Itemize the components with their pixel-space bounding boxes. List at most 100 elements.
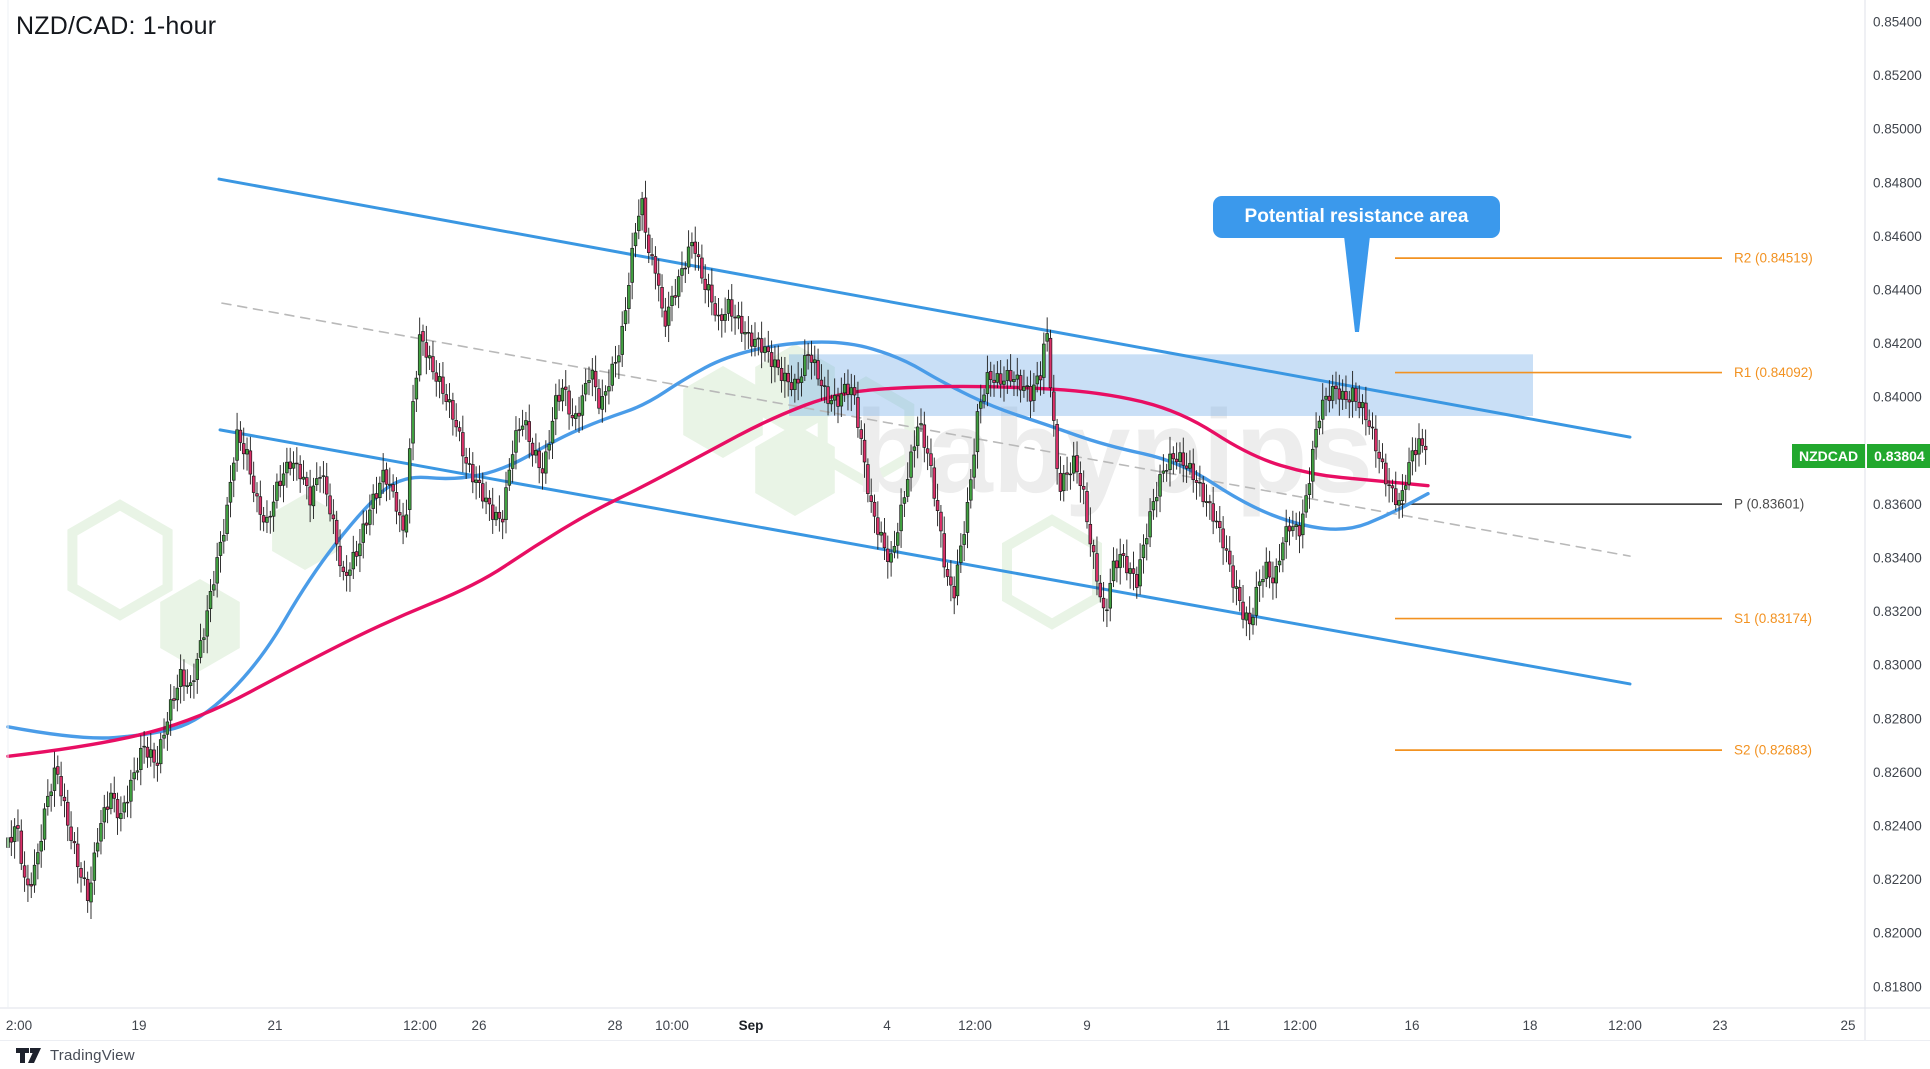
price-axis-label[interactable]: 0.83400 xyxy=(1873,551,1922,566)
candle-bear xyxy=(1224,548,1229,551)
time-axis-label[interactable]: 25 xyxy=(1840,1018,1855,1033)
price-axis-label[interactable]: 0.82800 xyxy=(1873,711,1922,726)
candle-bull xyxy=(1148,511,1152,538)
candle-bear xyxy=(308,486,312,506)
candle-bear xyxy=(85,878,90,901)
candle-bear xyxy=(693,241,697,254)
candle-bear xyxy=(454,420,458,428)
time-axis-label[interactable]: 18 xyxy=(1522,1018,1537,1033)
candle-bull xyxy=(46,795,50,807)
channel-lower-line[interactable] xyxy=(218,428,1632,686)
candle-bull xyxy=(361,523,365,543)
price-axis-label[interactable]: 0.83000 xyxy=(1873,658,1922,673)
candle-bull xyxy=(726,298,731,314)
candle-bull xyxy=(1161,470,1166,474)
candle-bear xyxy=(424,342,429,358)
candle-bear xyxy=(22,865,27,878)
price-axis-label[interactable]: 0.84400 xyxy=(1873,283,1922,298)
candle-bear xyxy=(1211,503,1215,522)
time-axis-label[interactable]: 23 xyxy=(1712,1018,1727,1033)
candle-bear xyxy=(1028,386,1033,402)
time-axis-label[interactable]: 11 xyxy=(1216,1018,1230,1033)
candle-bull xyxy=(1307,483,1312,495)
price-axis-label[interactable]: 0.82200 xyxy=(1873,872,1922,887)
time-axis-label[interactable]: 12:00 xyxy=(403,1018,437,1033)
candle-bear xyxy=(1008,370,1013,382)
tradingview-logo-text[interactable]: TradingView xyxy=(50,1046,135,1064)
candle-bull xyxy=(205,610,209,637)
time-axis-label[interactable]: 12:00 xyxy=(1608,1018,1642,1033)
price-axis-label[interactable]: 0.84200 xyxy=(1873,336,1922,351)
candle-bear xyxy=(1078,473,1083,487)
price-axis-label[interactable]: 0.85400 xyxy=(1873,15,1922,30)
ma-pink-line[interactable] xyxy=(6,384,1430,759)
candle-bull xyxy=(686,246,691,268)
candle-bear xyxy=(324,476,329,495)
candle-bull xyxy=(119,813,123,819)
price-axis-label[interactable]: 0.81800 xyxy=(1873,979,1922,994)
candle-bear xyxy=(769,352,774,367)
price-axis-label[interactable]: 0.82000 xyxy=(1873,926,1922,941)
candle-bear xyxy=(537,450,541,469)
candle-bull xyxy=(414,377,419,400)
time-axis-label[interactable]: 19 xyxy=(131,1018,146,1033)
candle-bull xyxy=(803,355,807,376)
candle-bear xyxy=(1377,451,1381,459)
candle-bull xyxy=(168,699,173,721)
tradingview-logo-icon[interactable] xyxy=(16,1047,42,1063)
candle-bull xyxy=(411,401,415,444)
channel-upper-line[interactable] xyxy=(217,177,1632,439)
candle-bear xyxy=(1287,525,1292,532)
time-axis-label[interactable]: 28 xyxy=(607,1018,622,1033)
pivot-label: S1 (0.83174) xyxy=(1734,611,1812,626)
time-axis-label[interactable]: 9 xyxy=(1083,1018,1091,1033)
candle-bear xyxy=(444,394,448,402)
candle-bear xyxy=(876,517,880,535)
last-price-label: NZDCAD 0.83804 xyxy=(1792,444,1930,468)
candle-bull xyxy=(896,532,900,546)
time-axis-label[interactable]: 16 xyxy=(1404,1018,1419,1033)
time-axis-label[interactable]: Sep xyxy=(739,1018,764,1033)
candle-bear xyxy=(1194,480,1199,483)
candle-bear xyxy=(530,442,535,456)
price-axis-label[interactable]: 0.84600 xyxy=(1873,229,1922,244)
candle-bull xyxy=(1151,501,1156,511)
candle-bear xyxy=(471,464,475,483)
time-axis-label[interactable]: 12:00 xyxy=(1283,1018,1317,1033)
candle-bear xyxy=(816,360,820,380)
time-axis-label[interactable]: 12:00 xyxy=(958,1018,992,1033)
price-axis-label[interactable]: 0.83600 xyxy=(1873,497,1922,512)
price-axis-label[interactable]: 0.85200 xyxy=(1873,68,1922,83)
time-axis-label[interactable]: 26 xyxy=(471,1018,486,1033)
price-axis-label[interactable]: 0.85000 xyxy=(1873,122,1922,137)
candle-bear xyxy=(683,267,688,270)
price-axis-label[interactable]: 0.83200 xyxy=(1873,604,1922,619)
candle-bull xyxy=(799,376,804,383)
price-axis-label[interactable]: 0.84800 xyxy=(1873,175,1922,190)
price-badge: 0.83804 xyxy=(1867,444,1930,468)
watermark-hexagon xyxy=(1002,514,1102,630)
time-axis-label[interactable]: 10:00 xyxy=(655,1018,689,1033)
channel-mid-dashed-line[interactable] xyxy=(221,302,1631,557)
candle-bear xyxy=(766,346,771,352)
candle-bull xyxy=(633,232,638,247)
time-axis-label[interactable]: 2:00 xyxy=(6,1018,32,1033)
candle-bear xyxy=(115,799,120,819)
candle-bull xyxy=(1417,438,1421,455)
price-axis-label[interactable]: 0.82400 xyxy=(1873,819,1922,834)
time-axis-label[interactable]: 4 xyxy=(883,1018,891,1033)
candle-bull xyxy=(1397,500,1401,506)
candle-bear xyxy=(852,387,857,396)
price-axis-label[interactable]: 0.84000 xyxy=(1873,390,1922,405)
candle-bull xyxy=(1071,455,1076,474)
candle-bull xyxy=(1035,375,1039,385)
price-axis-label[interactable]: 0.82600 xyxy=(1873,765,1922,780)
candle-bull xyxy=(1128,568,1132,574)
candle-bear xyxy=(1387,484,1391,487)
time-axis-label[interactable]: 21 xyxy=(267,1018,282,1033)
candle-bear xyxy=(288,461,292,469)
resistance-callout[interactable]: Potential resistance area xyxy=(1213,196,1500,238)
candle-bear xyxy=(431,356,435,373)
candle-bull xyxy=(969,479,973,501)
